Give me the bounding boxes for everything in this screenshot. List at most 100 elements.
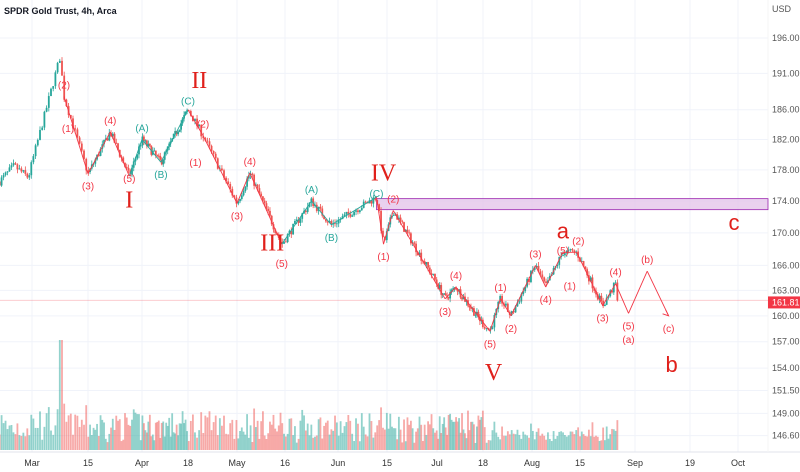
- wave-segment: [236, 172, 251, 204]
- volume-bar: [56, 409, 59, 450]
- volume-bar: [595, 435, 597, 450]
- candle: [533, 267, 536, 270]
- candle: [355, 210, 357, 212]
- candle: [242, 191, 245, 196]
- volume-bar: [598, 440, 601, 450]
- candle: [156, 154, 159, 156]
- candle: [235, 197, 238, 204]
- volume-bar: [134, 412, 137, 450]
- candle: [370, 200, 373, 204]
- candle: [74, 128, 77, 130]
- candle: [157, 155, 160, 157]
- volume-bar: [440, 433, 443, 450]
- candle: [312, 198, 315, 207]
- volume-bar: [360, 413, 363, 450]
- volume-bar: [506, 431, 509, 450]
- wave-segment: [628, 271, 648, 314]
- candle: [372, 197, 375, 204]
- volume-bar: [453, 421, 456, 450]
- candle: [483, 327, 486, 329]
- candle: [99, 148, 102, 156]
- volume-bar: [341, 432, 344, 450]
- candle: [56, 62, 59, 73]
- candle: [168, 143, 171, 147]
- volume-bar: [90, 435, 93, 450]
- wave-segment: [331, 196, 377, 226]
- volume-bar: [96, 423, 98, 450]
- volume-bar: [437, 438, 440, 450]
- volume-bar: [138, 414, 140, 450]
- candle: [115, 142, 118, 144]
- volume-bar: [522, 431, 525, 450]
- wave-segment: [615, 283, 629, 314]
- candle: [174, 131, 177, 134]
- volume-bar: [200, 412, 203, 450]
- volume-bar: [366, 436, 369, 450]
- volume-bar: [274, 428, 277, 450]
- candle: [14, 163, 17, 165]
- candle: [430, 273, 433, 275]
- volume-bar: [505, 435, 507, 450]
- y-tick-label: 149.00: [772, 408, 800, 418]
- volume-bar: [616, 420, 619, 450]
- candle: [103, 139, 105, 145]
- volume-bar: [416, 428, 419, 450]
- volume-bar: [545, 439, 547, 450]
- volume-bar: [575, 430, 578, 450]
- volume-bar: [12, 432, 15, 450]
- volume-bar: [614, 430, 617, 450]
- candle: [206, 140, 209, 142]
- wave-label: (3): [82, 182, 94, 193]
- volume-bar: [151, 434, 154, 450]
- candle: [194, 118, 196, 122]
- candle: [198, 124, 201, 127]
- volume-bar: [306, 423, 309, 450]
- volume-bar: [94, 429, 97, 450]
- volume-bar: [14, 434, 17, 450]
- volume-bar: [225, 433, 227, 450]
- wave-segment: [646, 271, 670, 317]
- candle: [286, 234, 289, 243]
- volume-bar: [108, 433, 111, 450]
- volume-bar: [154, 422, 157, 450]
- candle: [326, 221, 329, 223]
- candle: [397, 217, 400, 220]
- volume-bar: [537, 428, 540, 450]
- volume-bar: [39, 411, 41, 450]
- candle: [138, 146, 140, 155]
- candle: [516, 302, 519, 307]
- candle: [253, 174, 256, 186]
- volume-bar: [404, 441, 407, 450]
- volume-bar: [129, 425, 132, 450]
- volume-bar: [470, 421, 472, 450]
- volume-bars: [0, 340, 619, 450]
- volume-bar: [229, 423, 232, 450]
- volume-bar: [131, 419, 133, 450]
- candle: [136, 154, 139, 159]
- volume-bar: [74, 414, 77, 450]
- candle: [52, 86, 55, 89]
- candle: [357, 210, 359, 213]
- volume-bar: [328, 434, 331, 450]
- volume-bar: [397, 416, 400, 450]
- candle: [24, 170, 27, 174]
- volume-bar: [325, 422, 327, 450]
- volume-bar: [45, 413, 48, 450]
- candle: [330, 221, 333, 225]
- volume-bar: [52, 434, 55, 450]
- volume-bar: [272, 414, 275, 450]
- candle: [478, 316, 481, 322]
- volume-bar: [247, 437, 250, 450]
- candle: [294, 221, 296, 224]
- volume-bar: [464, 433, 466, 450]
- projection-arrow-icon: [662, 309, 670, 317]
- candle: [237, 201, 240, 204]
- major-wave-label: a: [557, 219, 570, 244]
- volume-bar: [430, 414, 433, 450]
- volume-bar: [526, 435, 528, 450]
- candle: [254, 184, 257, 186]
- volume-bar: [387, 428, 390, 450]
- volume-bar: [67, 415, 70, 450]
- volume-bar: [145, 432, 148, 450]
